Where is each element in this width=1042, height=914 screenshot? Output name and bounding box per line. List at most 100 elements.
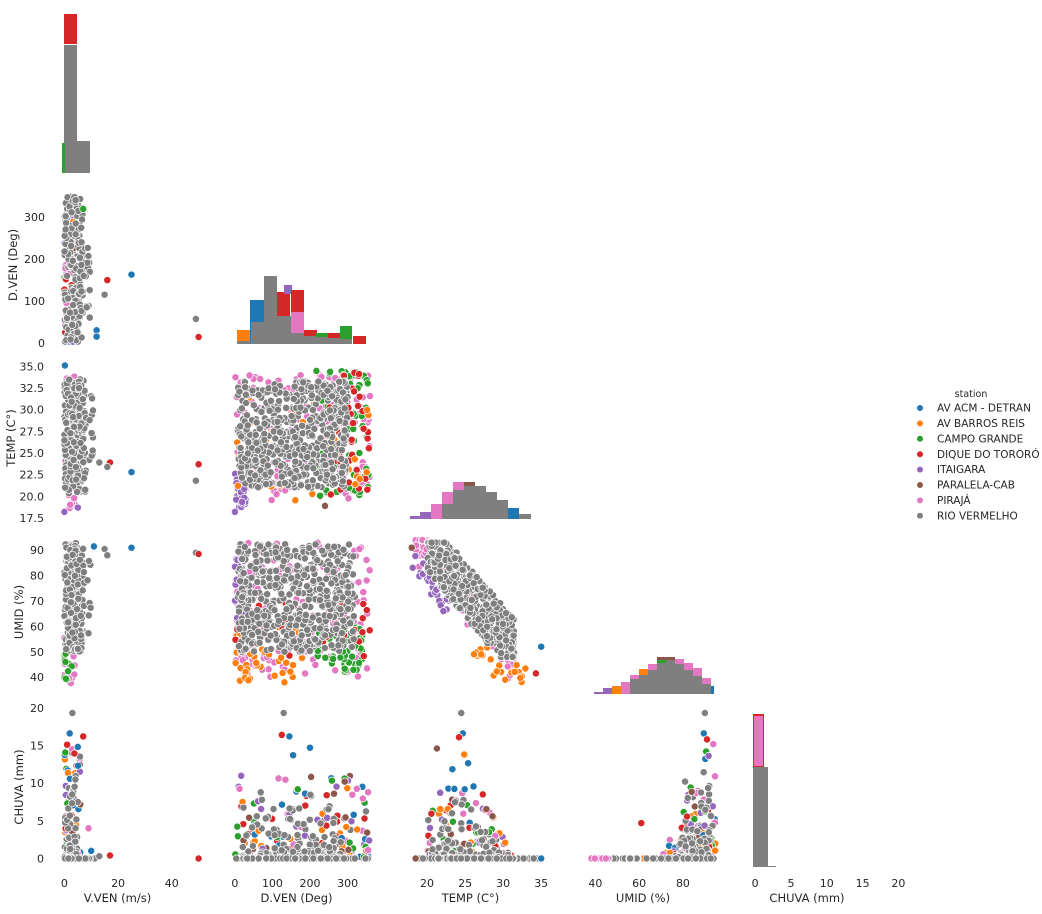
y-tick-label: 17.5: [20, 512, 45, 525]
scatter-point: [346, 619, 355, 628]
scatter-point: [63, 578, 72, 587]
scatter-point: [432, 744, 441, 753]
scatter-point: [305, 544, 314, 552]
scatter-point: [252, 658, 261, 667]
hist-bar: [684, 670, 693, 694]
scatter-point: [61, 212, 70, 221]
x-axis-label: TEMP (C°): [441, 891, 500, 905]
scatter-point: [62, 418, 71, 427]
scatter-point: [283, 566, 292, 574]
scatter-point: [360, 814, 369, 823]
scatter-point: [706, 854, 715, 863]
scatter-point: [285, 804, 294, 813]
scatter-point: [327, 641, 336, 650]
scatter-point: [329, 654, 338, 663]
scatter-point: [327, 445, 336, 453]
scatter-point: [263, 461, 272, 470]
outlier-point: [191, 315, 200, 323]
scatter-point: [290, 382, 299, 391]
scatter-point: [257, 407, 266, 416]
hist-bar: [64, 45, 77, 173]
scatter-point: [289, 661, 297, 670]
scatter-point: [76, 253, 84, 262]
scatter-point: [263, 556, 272, 565]
scatter-point: [286, 614, 295, 623]
scatter-point: [363, 828, 372, 837]
scatter-point: [350, 854, 359, 863]
scatter-point: [477, 854, 485, 863]
scatter-point: [460, 785, 469, 794]
scatter-point: [308, 613, 317, 622]
scatter-point: [298, 421, 307, 430]
y-tick-label: 0: [37, 852, 44, 865]
scatter-point: [316, 854, 325, 863]
scatter-point: [344, 582, 353, 591]
scatter-point: [355, 474, 364, 483]
scatter-point: [71, 620, 80, 629]
scatter-point: [700, 709, 709, 717]
legend-marker: [916, 404, 924, 412]
scatter-point: [267, 496, 276, 505]
scatter-point: [457, 800, 466, 809]
scatter-point: [340, 404, 349, 413]
scatter-point: [289, 637, 298, 646]
scatter-point: [68, 628, 77, 637]
scatter-point: [78, 395, 87, 404]
scatter-point: [270, 606, 279, 615]
scatter-point: [85, 557, 93, 565]
scatter-point: [64, 854, 73, 863]
scatter-point: [70, 749, 79, 758]
scatter-point: [288, 629, 296, 638]
hist-bar: [442, 504, 453, 519]
scatter-point: [71, 837, 80, 846]
scatter-point: [71, 219, 80, 228]
scatter-point: [286, 815, 295, 823]
scatter-point: [95, 458, 104, 467]
outlier-point: [127, 543, 136, 552]
y-tick-label: 25.0: [20, 447, 45, 460]
hist-bar: [475, 486, 486, 519]
legend-label: AV ACM - DETRAN: [937, 403, 1031, 415]
scatter-point: [428, 836, 437, 844]
scatter-point: [295, 804, 304, 813]
x-tick-label: 0: [231, 877, 238, 890]
scatter-point: [71, 463, 80, 472]
scatter-point: [85, 416, 94, 425]
scatter-point: [231, 373, 240, 382]
scatter-point: [89, 542, 98, 551]
scatter-point: [690, 802, 699, 811]
outlier-point: [194, 460, 203, 469]
scatter-point: [60, 231, 69, 240]
hist-bar: [77, 141, 90, 173]
scatter-point: [448, 817, 457, 826]
outlier-point: [127, 468, 136, 477]
scatter-point: [264, 540, 273, 549]
scatter-point: [83, 244, 92, 252]
scatter-point: [339, 616, 348, 625]
scatter-point: [291, 457, 300, 466]
scatter-point: [339, 545, 348, 554]
scatter-point: [508, 652, 517, 661]
scatter-point: [326, 414, 335, 423]
scatter-point: [61, 225, 70, 234]
scatter-point: [308, 476, 317, 485]
scatter-point: [272, 574, 281, 583]
scatter-point: [681, 842, 690, 851]
scatter-point: [439, 583, 448, 592]
scatter-point: [426, 824, 434, 832]
scatter-point: [687, 787, 696, 796]
x-tick-label: 30: [496, 877, 510, 890]
scatter-point: [459, 809, 468, 818]
scatter-point: [241, 644, 250, 653]
y-tick-label: 32.5: [20, 382, 45, 395]
scatter-point: [448, 809, 457, 818]
scatter-point: [73, 503, 82, 512]
outlier-point: [191, 476, 200, 485]
scatter-point: [354, 672, 362, 681]
scatter-point: [362, 468, 371, 477]
scatter-point: [85, 286, 94, 295]
scatter-point: [471, 822, 480, 831]
scatter-point: [354, 578, 363, 587]
scatter-point: [248, 630, 257, 639]
hist-bar: [353, 336, 366, 344]
